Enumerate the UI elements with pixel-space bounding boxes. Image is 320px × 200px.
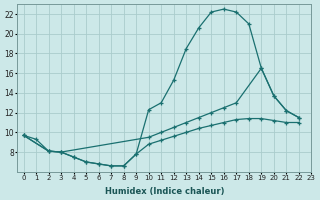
X-axis label: Humidex (Indice chaleur): Humidex (Indice chaleur) [105,187,224,196]
